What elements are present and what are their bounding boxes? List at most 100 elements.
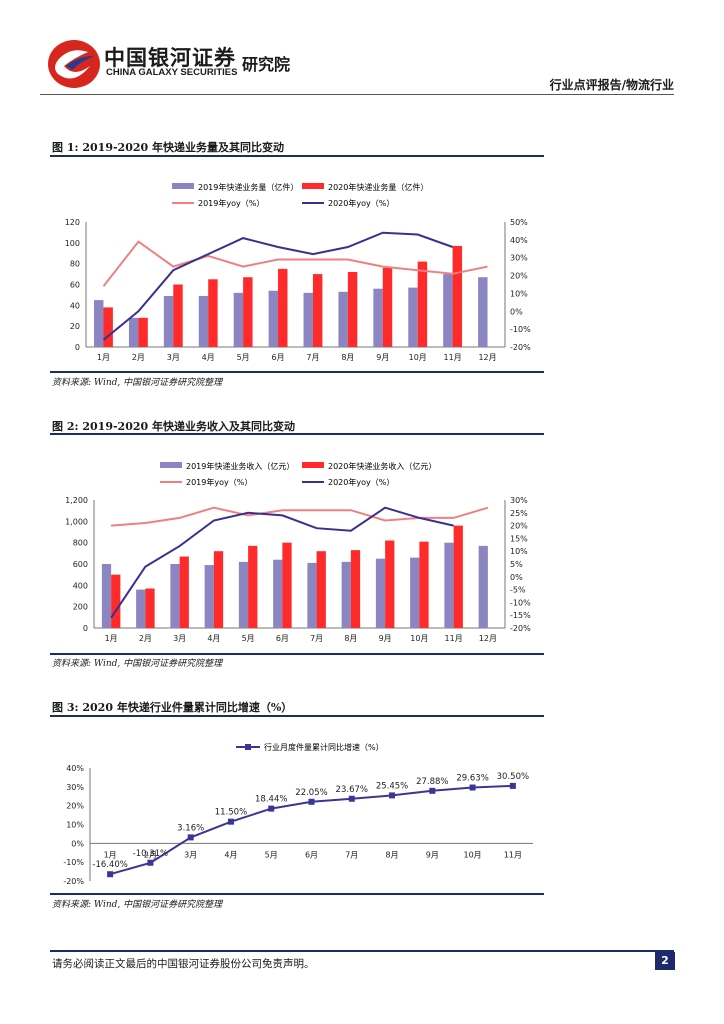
- x-tick-label: 7月: [345, 850, 358, 859]
- x-tick-label: 9月: [379, 634, 392, 643]
- figure-3-bottom-rule: [50, 893, 544, 895]
- x-tick-label: 5月: [265, 850, 278, 859]
- figure-2-top-rule: [50, 433, 544, 435]
- bar-2019: [94, 300, 104, 347]
- x-tick-label: 6月: [271, 353, 284, 362]
- x-tick-label: 5月: [242, 634, 255, 643]
- figure-1-title: 图 1: 2019-2020 年快递业务量及其同比变动: [52, 141, 284, 154]
- figure-1-chart: 2019年快递业务量（亿件） 2020年快递业务量（亿件） 2019年yoy（%…: [65, 182, 531, 362]
- bar-2019: [444, 542, 454, 628]
- x-tick-label: 6月: [305, 850, 318, 859]
- line-2019-yoy: [111, 506, 489, 527]
- bar-2020: [179, 556, 189, 628]
- y-right-tick-label: -20%: [510, 343, 531, 352]
- x-tick-label: 12月: [479, 634, 497, 643]
- figure-2-chart: 2019年快递业务收入（亿元） 2020年快递业务收入（亿元） 2019年yoy…: [65, 461, 531, 643]
- bar-2019: [136, 589, 146, 628]
- data-label: 18.44%: [255, 795, 287, 805]
- x-tick-label: 8月: [344, 634, 357, 643]
- x-tick-label: 1月: [97, 353, 110, 362]
- x-tick-label: 7月: [306, 353, 319, 362]
- data-point-marker: [147, 859, 154, 866]
- x-tick-label: 2月: [144, 850, 157, 859]
- chart1-legend: 2019年快递业务量（亿件） 2020年快递业务量（亿件） 2019年yoy（%…: [172, 182, 428, 208]
- bar-2020: [453, 525, 463, 628]
- y-tick-label: -20%: [63, 877, 84, 886]
- bar-2019: [170, 564, 180, 628]
- y-right-tick-label: 25%: [510, 509, 528, 518]
- legend-label: 2019年快递业务收入（亿元）: [186, 461, 294, 471]
- data-point-marker: [268, 805, 275, 812]
- y-left-tick-label: 400: [73, 581, 88, 590]
- data-label: -10.31%: [133, 849, 168, 859]
- data-point-marker: [348, 795, 355, 802]
- page-number: 2: [655, 952, 675, 970]
- bar-2019: [204, 565, 214, 628]
- bar-2019: [408, 287, 418, 347]
- x-tick-label: 4月: [202, 353, 215, 362]
- y-left-tick-label: 200: [73, 603, 88, 612]
- data-label: 30.50%: [497, 772, 529, 782]
- data-label: 23.67%: [336, 785, 368, 795]
- bar-2020: [417, 261, 428, 347]
- x-tick-label: 2月: [139, 634, 152, 643]
- footer-rule: [50, 950, 674, 952]
- brand-name-en: CHINA GALAXY SECURITIES: [106, 67, 238, 78]
- legend-label: 行业月度件量累计同比增速（%）: [264, 742, 384, 752]
- y-right-tick-label: -10%: [510, 598, 531, 607]
- x-tick-label: 9月: [426, 850, 439, 859]
- y-right-tick-label: 20%: [510, 522, 528, 531]
- bar-2020: [278, 268, 288, 347]
- bar-2020: [145, 588, 155, 628]
- bar-2019: [443, 274, 453, 347]
- data-label: 3.16%: [177, 823, 204, 833]
- y-right-tick-label: 5%: [510, 560, 523, 569]
- y-right-tick-label: 30%: [510, 254, 528, 263]
- figure-2-title: 图 2: 2019-2020 年快递业务收入及其同比变动: [52, 420, 295, 433]
- y-left-tick-label: 0: [75, 343, 80, 352]
- bar-2020: [243, 277, 253, 347]
- report-type: 行业点评报告/物流行业: [549, 78, 674, 92]
- data-label: 25.45%: [376, 781, 408, 791]
- data-point-marker: [469, 784, 476, 791]
- y-tick-label: 30%: [66, 783, 84, 792]
- y-left-tick-label: 100: [65, 239, 80, 248]
- data-point-marker: [227, 818, 234, 825]
- y-right-tick-label: -15%: [510, 611, 531, 620]
- bar-2019: [303, 292, 313, 347]
- x-tick-label: 10月: [410, 634, 428, 643]
- bar-2019: [273, 559, 283, 628]
- chart2-legend: 2019年快递业务收入（亿元） 2020年快递业务收入（亿元） 2019年yoy…: [160, 461, 436, 487]
- bar-2020: [347, 272, 358, 347]
- data-point-marker: [389, 792, 396, 799]
- y-left-tick-label: 120: [65, 218, 80, 227]
- y-left-tick-label: 60: [70, 281, 80, 290]
- figure-3-chart: 行业月度件量累计同比增速（%） -20% -10% 0% 10% 20% 30% 40% 1月…: [63, 742, 533, 886]
- y-left-tick-label: 1,000: [65, 517, 88, 526]
- chart3-legend: 行业月度件量累计同比增速（%）: [236, 742, 384, 752]
- data-point-marker: [429, 787, 436, 794]
- figure-1-bottom-rule: [50, 371, 544, 373]
- figure-2-bottom-rule: [50, 653, 544, 655]
- line-2020-yoy: [110, 506, 454, 619]
- bar-2020: [382, 267, 393, 347]
- y-right-tick-label: 0%: [510, 307, 523, 316]
- x-tick-label: 9月: [376, 353, 389, 362]
- bar-2020: [452, 245, 463, 347]
- line-2020-yoy: [102, 231, 453, 341]
- y-left-tick-label: 80: [70, 260, 80, 269]
- bar-2019: [101, 564, 112, 628]
- bar-2020: [312, 274, 323, 347]
- x-tick-label: 3月: [184, 850, 197, 859]
- brand-name-cn: 中国银河证券: [104, 46, 236, 70]
- data-label: 27.88%: [416, 777, 448, 787]
- figure-1-top-rule: [50, 155, 544, 157]
- y-left-tick-label: 40: [70, 301, 80, 310]
- legend-label: 2019年快递业务量（亿件）: [198, 182, 298, 192]
- bar-2019: [307, 562, 317, 628]
- x-tick-label: 7月: [310, 634, 323, 643]
- bar-2019: [478, 277, 488, 347]
- data-label: 29.63%: [456, 774, 488, 784]
- y-right-tick-label: -20%: [510, 624, 531, 633]
- y-right-tick-label: 10%: [510, 289, 528, 298]
